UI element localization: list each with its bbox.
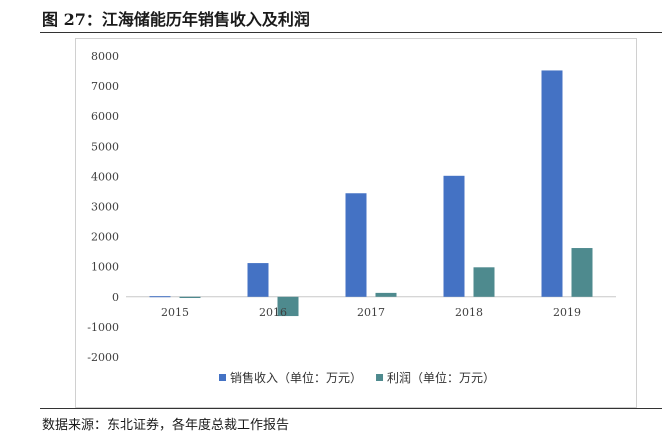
legend-label: 销售收入（单位：万元） (230, 370, 362, 385)
bar-revenue-2015 (149, 296, 171, 298)
bar-profit-2016 (277, 296, 299, 317)
x-tick-label: 2015 (161, 306, 189, 319)
x-tick-label: 2016 (259, 306, 287, 319)
bar-revenue-2018 (443, 175, 465, 297)
bar-profit-2017 (375, 292, 397, 297)
chart-frame: -2000 -1000 0 1000 2000 3000 4000 5000 6000 7000 8… (75, 38, 637, 408)
bars-group (149, 70, 593, 317)
y-tick-label: -2000 (87, 351, 119, 364)
y-tick-label: 8000 (91, 50, 119, 63)
bar-profit-2015 (179, 296, 201, 299)
bar-profit-2019 (571, 248, 593, 297)
x-tick-label: 2019 (553, 306, 581, 319)
y-tick-label: 4000 (91, 170, 119, 183)
bar-revenue-2017 (345, 193, 367, 297)
y-tick-label: -1000 (87, 321, 119, 334)
y-tick-label: 7000 (91, 80, 119, 93)
x-tick-label: 2017 (357, 306, 385, 319)
y-tick-label: 6000 (91, 110, 119, 123)
legend-swatch (376, 374, 384, 381)
figure-title: 图 27：江海储能历年销售收入及利润 (42, 10, 310, 29)
source-note: 数据来源：东北证券，各年度总裁工作报告 (42, 418, 290, 433)
bar-revenue-2019 (541, 70, 563, 297)
bar-revenue-2016 (247, 263, 269, 297)
y-tick-label: 3000 (91, 201, 119, 214)
x-axis: 2015 2016 2017 2018 2019 (161, 306, 581, 319)
title-divider (40, 32, 662, 33)
source-divider (40, 408, 662, 409)
y-tick-label: 2000 (91, 231, 119, 244)
bar-chart: -2000 -1000 0 1000 2000 3000 4000 5000 6000 7000 8… (87, 50, 616, 385)
y-axis: -2000 -1000 0 1000 2000 3000 4000 5000 6000 7000 8… (87, 50, 119, 364)
y-tick-label: 1000 (91, 261, 119, 274)
bar-profit-2018 (473, 267, 495, 297)
x-tick-label: 2018 (455, 306, 483, 319)
legend-swatch (219, 374, 226, 381)
y-tick-label: 0 (112, 291, 119, 304)
y-tick-label: 5000 (91, 140, 119, 153)
legend: 销售收入（单位：万元） 利润（单位：万元） (219, 370, 495, 385)
legend-label: 利润（单位：万元） (387, 370, 495, 385)
